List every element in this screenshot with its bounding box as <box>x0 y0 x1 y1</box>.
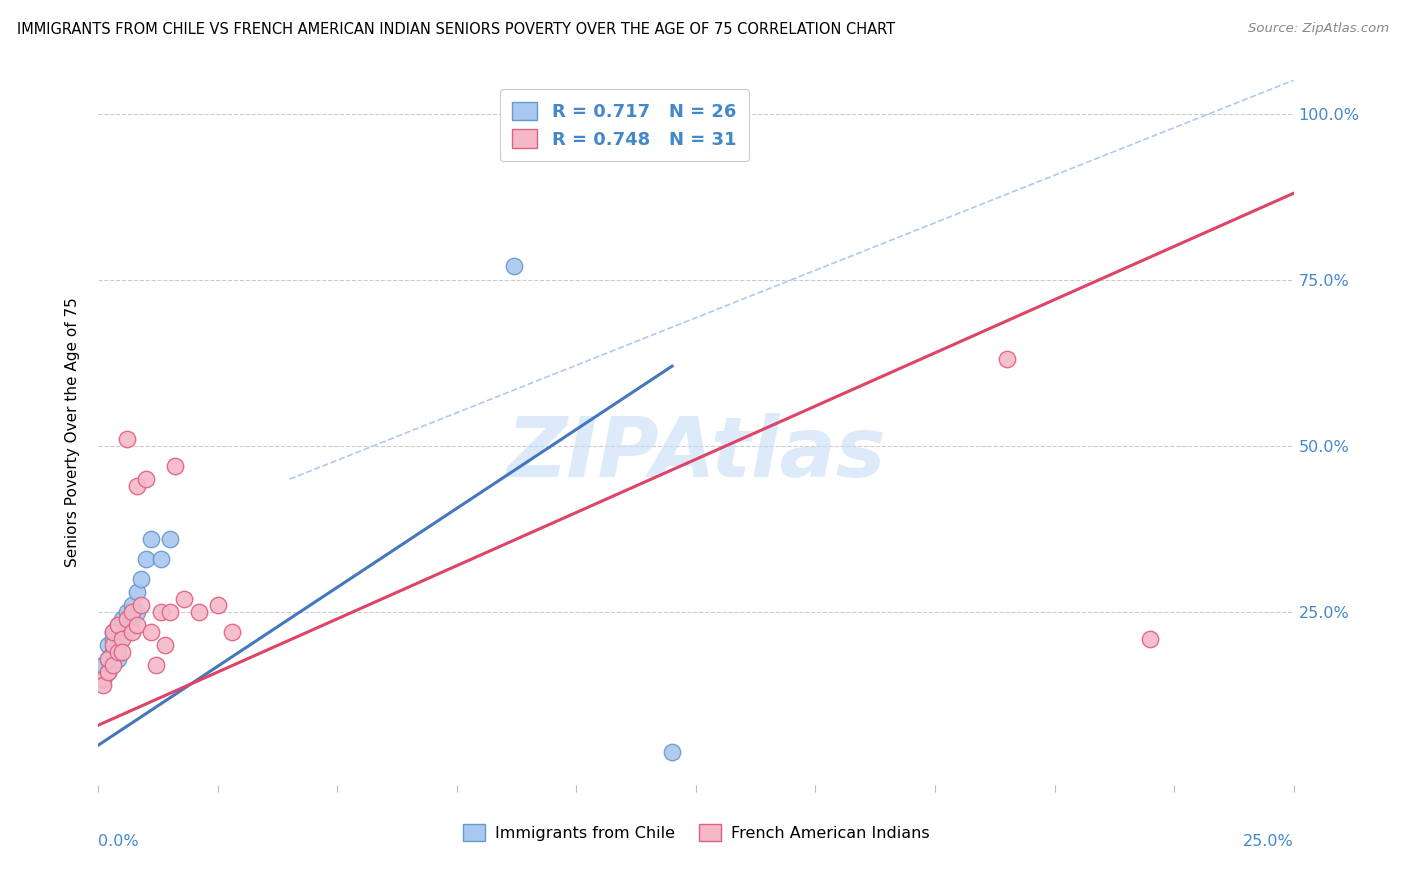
Point <box>207 599 229 613</box>
Point <box>159 605 181 619</box>
Point <box>155 638 177 652</box>
Point <box>97 651 120 665</box>
Text: ZIPAtlas: ZIPAtlas <box>506 413 886 494</box>
Point <box>125 479 148 493</box>
Text: IMMIGRANTS FROM CHILE VS FRENCH AMERICAN INDIAN SENIORS POVERTY OVER THE AGE OF : IMMIGRANTS FROM CHILE VS FRENCH AMERICAN… <box>17 22 896 37</box>
Point <box>145 658 167 673</box>
Y-axis label: Seniors Poverty Over the Age of 75: Seniors Poverty Over the Age of 75 <box>65 298 80 567</box>
Point <box>91 678 114 692</box>
Point <box>101 645 124 659</box>
Point <box>97 665 120 679</box>
Point <box>115 625 138 640</box>
Point <box>121 612 143 626</box>
Point <box>503 260 526 274</box>
Point <box>91 672 114 686</box>
Point <box>101 625 124 640</box>
Point <box>111 645 134 659</box>
Point <box>97 638 120 652</box>
Point <box>111 625 134 640</box>
Point <box>221 625 243 640</box>
Point <box>149 605 172 619</box>
Point <box>91 672 114 686</box>
Point <box>125 618 148 632</box>
Text: Source: ZipAtlas.com: Source: ZipAtlas.com <box>1249 22 1389 36</box>
Point <box>1139 632 1161 646</box>
Point <box>107 638 129 652</box>
Point <box>107 651 129 665</box>
Point <box>163 458 186 473</box>
Point <box>135 552 157 566</box>
Legend: R = 0.717   N = 26, R = 0.748   N = 31: R = 0.717 N = 26, R = 0.748 N = 31 <box>499 89 749 161</box>
Point <box>121 605 143 619</box>
Point <box>159 532 181 546</box>
Point <box>91 658 114 673</box>
Point <box>125 605 148 619</box>
Point <box>97 665 120 679</box>
Point <box>115 432 138 446</box>
Point <box>125 585 148 599</box>
Point <box>97 651 120 665</box>
Point <box>107 645 129 659</box>
Point <box>135 472 157 486</box>
Point <box>101 658 124 673</box>
Point <box>107 618 129 632</box>
Point <box>661 745 683 759</box>
Point <box>121 599 143 613</box>
Point <box>101 632 124 646</box>
Text: 25.0%: 25.0% <box>1243 834 1294 849</box>
Point <box>149 552 172 566</box>
Point <box>173 591 195 606</box>
Point <box>139 625 162 640</box>
Point <box>115 612 138 626</box>
Point <box>107 618 129 632</box>
Point <box>101 625 124 640</box>
Point <box>121 625 143 640</box>
Point <box>139 532 162 546</box>
Point <box>131 572 153 586</box>
Point <box>187 605 209 619</box>
Point <box>111 612 134 626</box>
Point <box>111 632 134 646</box>
Point <box>131 599 153 613</box>
Point <box>115 605 138 619</box>
Point <box>995 352 1018 367</box>
Text: 0.0%: 0.0% <box>98 834 139 849</box>
Point <box>101 638 124 652</box>
